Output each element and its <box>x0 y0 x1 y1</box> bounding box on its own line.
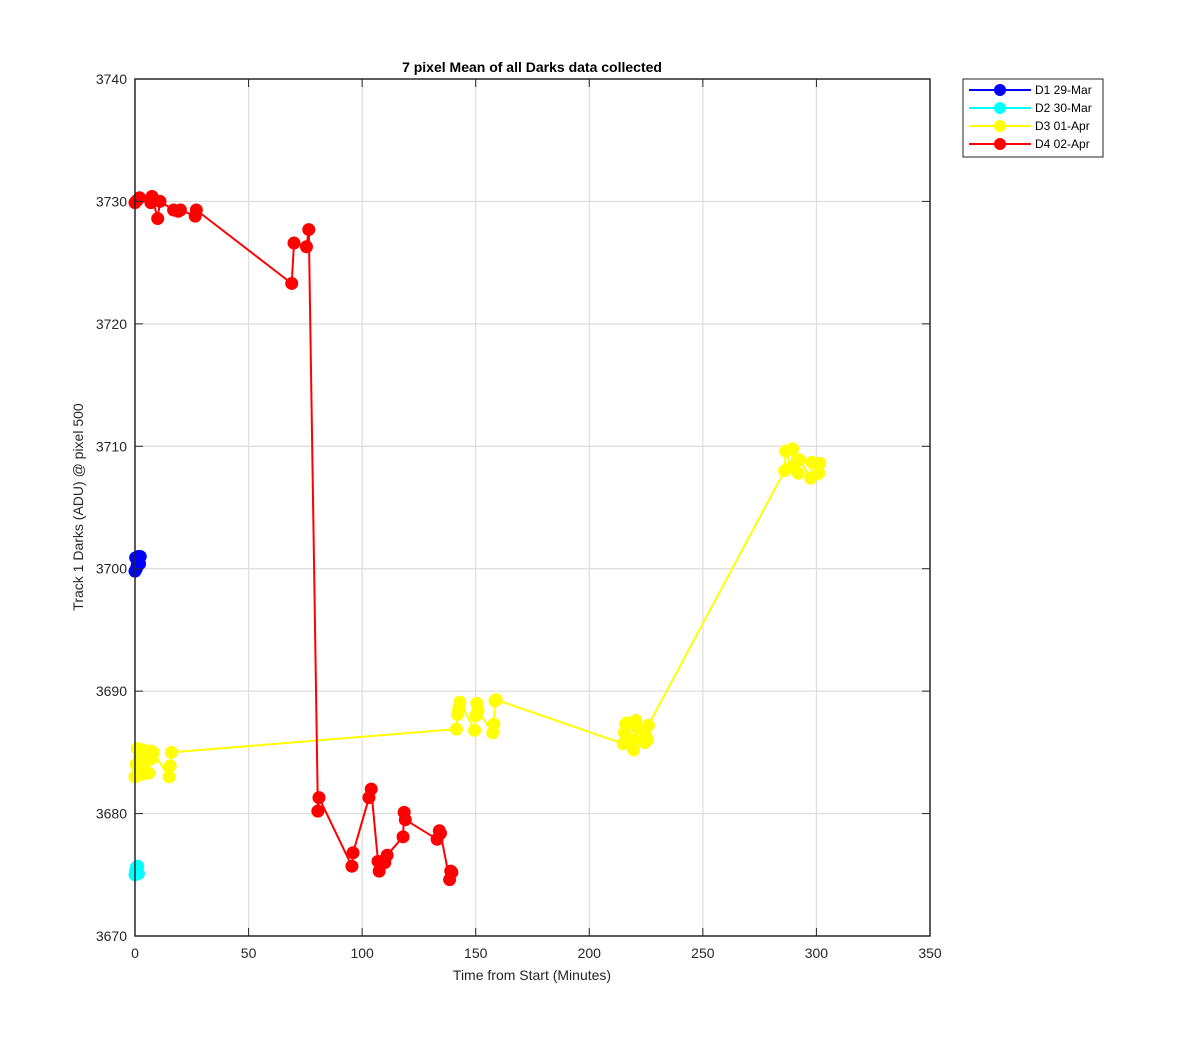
data-point <box>133 549 147 563</box>
legend-label: D3 01-Apr <box>1035 119 1090 133</box>
data-point <box>471 704 485 718</box>
data-point <box>163 759 177 773</box>
y-tick-label: 3730 <box>96 193 127 209</box>
chart-title: 7 pixel Mean of all Darks data collected <box>402 59 662 75</box>
data-point <box>285 276 299 290</box>
y-axis-label: Track 1 Darks (ADU) @ pixel 500 <box>70 403 86 611</box>
y-tick-label: 3680 <box>96 806 127 822</box>
legend-label: D2 30-Mar <box>1035 101 1092 115</box>
x-tick-label: 200 <box>578 945 602 961</box>
x-tick-label: 250 <box>691 945 715 961</box>
data-point <box>153 194 167 208</box>
y-tick-label: 3700 <box>96 561 127 577</box>
x-tick-label: 50 <box>241 945 257 961</box>
data-point <box>641 718 655 732</box>
data-point <box>164 745 178 759</box>
data-point <box>173 203 187 217</box>
data-point <box>487 717 501 731</box>
data-point <box>302 223 316 237</box>
plot-area <box>135 79 930 936</box>
legend-label: D4 02-Apr <box>1035 137 1090 151</box>
data-point <box>131 867 145 881</box>
data-point <box>396 830 410 844</box>
x-tick-label: 100 <box>350 945 374 961</box>
data-point <box>151 212 165 226</box>
data-point <box>364 782 378 796</box>
x-tick-label: 350 <box>918 945 942 961</box>
data-point <box>640 733 654 747</box>
data-point <box>630 721 644 735</box>
data-point <box>453 695 467 709</box>
legend-marker <box>994 120 1006 132</box>
data-point <box>468 723 482 737</box>
y-tick-label: 3710 <box>96 438 127 454</box>
data-point <box>142 766 156 780</box>
data-point <box>398 813 412 827</box>
legend-marker <box>994 138 1006 150</box>
data-point <box>299 240 313 254</box>
y-tick-label: 3720 <box>96 316 127 332</box>
x-tick-label: 300 <box>805 945 829 961</box>
legend-label: D1 29-Mar <box>1035 83 1092 97</box>
data-point <box>345 859 359 873</box>
data-point <box>311 804 325 818</box>
x-axis-label: Time from Start (Minutes) <box>453 967 611 983</box>
data-point <box>434 826 448 840</box>
data-point <box>791 466 805 480</box>
x-tick-label: 0 <box>131 945 139 961</box>
legend-marker <box>994 84 1006 96</box>
plot-frame <box>134 78 931 937</box>
legend: D1 29-Mar D2 30-Mar D3 01-Apr D4 02-Apr <box>962 78 1104 158</box>
data-point <box>312 791 326 805</box>
data-point <box>287 236 301 250</box>
data-point <box>189 203 203 217</box>
data-point <box>445 865 459 879</box>
legend-marker <box>994 102 1006 114</box>
data-point <box>162 770 176 784</box>
ticks: 0 50 100 150 200 250 300 350 3670 3680 3690 3700 371… <box>96 71 942 961</box>
data-point <box>489 693 503 707</box>
y-tick-label: 3670 <box>96 928 127 944</box>
data-point <box>449 722 463 736</box>
data-point <box>792 453 806 467</box>
y-tick-label: 3690 <box>96 683 127 699</box>
data-point <box>346 846 360 860</box>
series-d4-02-apr <box>128 190 459 887</box>
data-point <box>380 848 394 862</box>
series-d3-01-apr <box>128 442 827 784</box>
series-group <box>128 190 827 887</box>
data-point <box>786 442 800 456</box>
y-tick-label: 3740 <box>96 71 127 87</box>
data-point <box>813 456 827 470</box>
x-tick-label: 150 <box>464 945 488 961</box>
data-point <box>133 191 147 205</box>
data-point <box>146 745 160 759</box>
